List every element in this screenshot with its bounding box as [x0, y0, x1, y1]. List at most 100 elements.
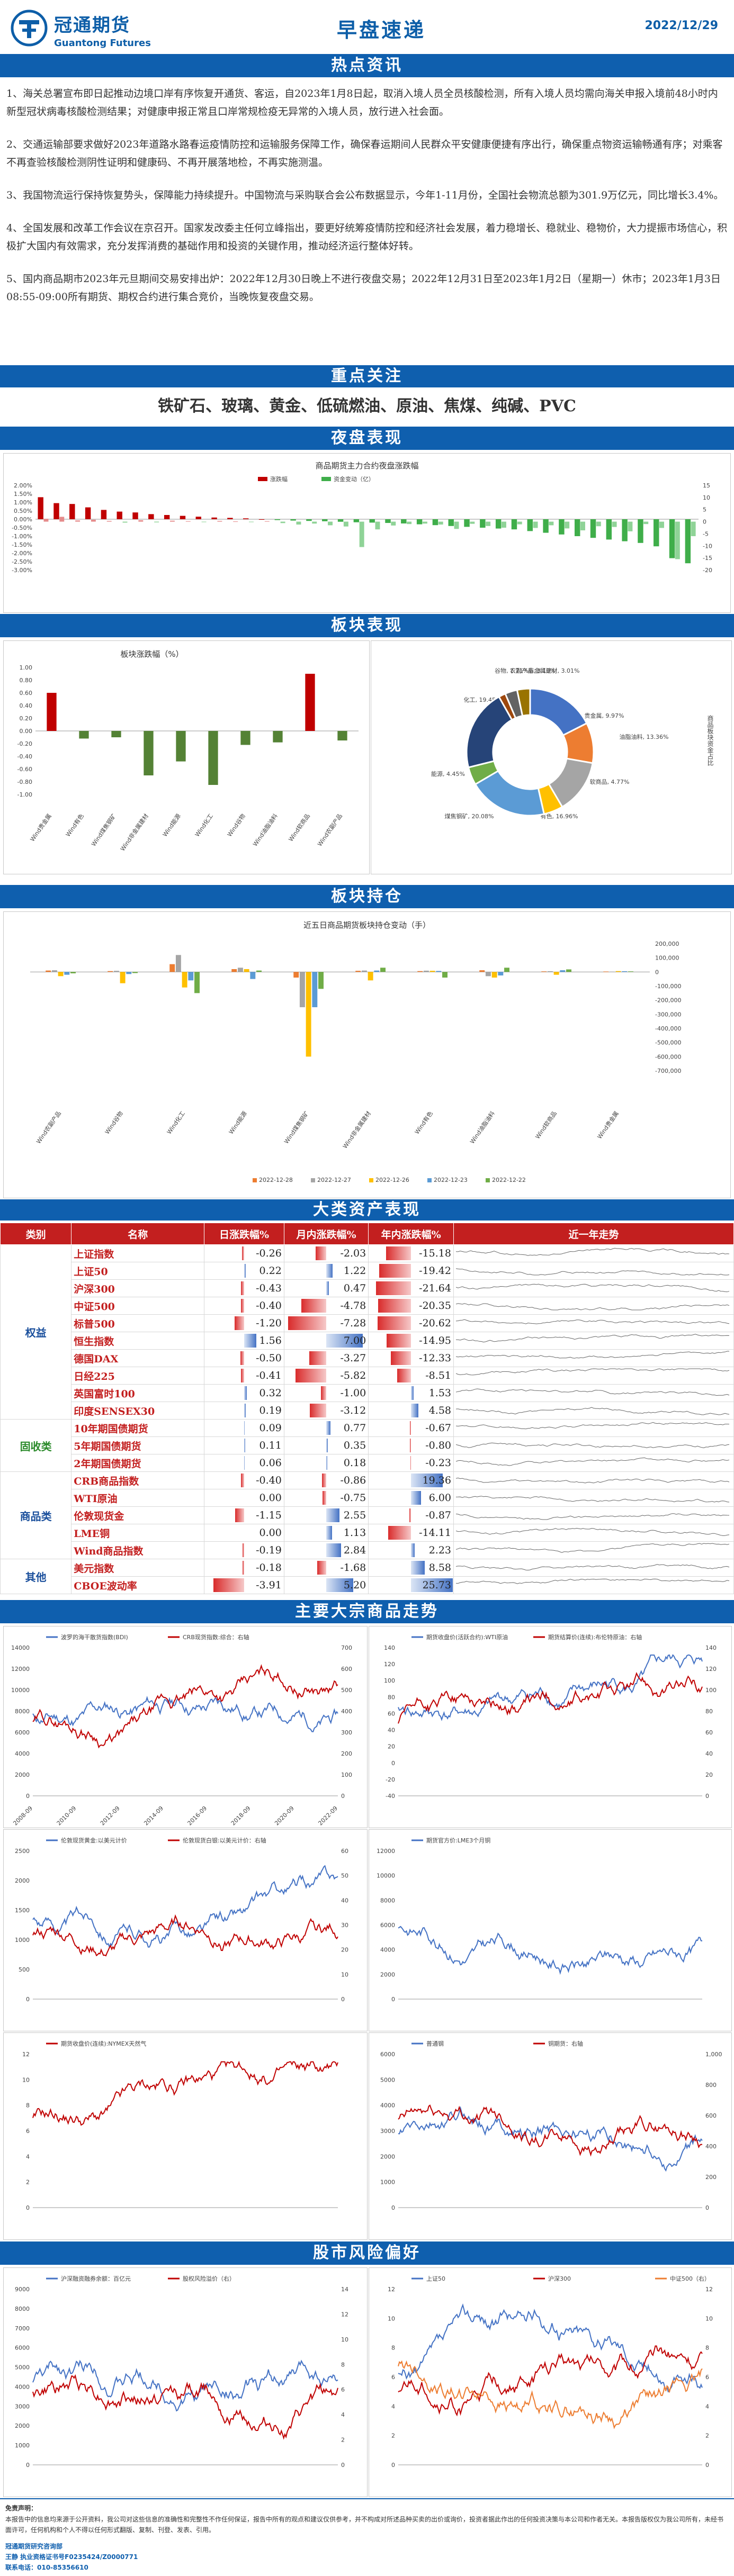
- asset-change-y: -20.62: [368, 1314, 454, 1332]
- change-bar: [241, 1474, 245, 1487]
- line-chart: 上证50 沪深300 中证500（右） 12 10 8 6 4 2 0 12 10 8 6 4 2 0: [388, 2275, 713, 2469]
- y2-tick-label: -5: [703, 530, 709, 537]
- sparkline: [455, 1319, 730, 1324]
- category-label: Wind非金属建材: [119, 812, 150, 853]
- asset-change-d: 0.09: [204, 1419, 284, 1437]
- y-tick-label: 1500: [15, 1907, 30, 1914]
- line-chart: 波罗的海干散货指数(BDI) CRB现货指数:综合：右轴 14000 12000 100…: [11, 1633, 352, 1827]
- asset-name: LME铜: [71, 1524, 205, 1542]
- sparkline: [455, 1477, 730, 1484]
- sparkline: [455, 1303, 730, 1310]
- series-line: [32, 1865, 338, 1949]
- series-line: [32, 2360, 338, 2412]
- y2-tick-label: 14: [341, 2286, 348, 2293]
- hold-bar: [504, 968, 509, 972]
- y2-tick-label: 700: [341, 1644, 352, 1651]
- sparkline: [455, 1368, 730, 1376]
- news-item: 4、全国发展和改革工作会议在京召开。国家发改委主任何立峰指出，要更好统筹疫情防控…: [6, 222, 728, 252]
- y-tick-label: 12: [388, 2286, 395, 2293]
- change-value: 0.11: [259, 1440, 282, 1451]
- sparkline-svg: [455, 1334, 730, 1343]
- change-bar: [326, 1334, 363, 1348]
- col-yearly: 年内涨跌幅%: [368, 1223, 454, 1245]
- change-value: -0.40: [256, 1300, 282, 1312]
- asset-row: 德国DAX -0.50 -3.27 -12.33: [1, 1349, 734, 1367]
- legend-swatch: [369, 1178, 373, 1182]
- change-value: 2.84: [343, 1544, 366, 1556]
- asset-row: 中证500 -0.40 -4.78 -20.35: [1, 1297, 734, 1315]
- trend-sparkline: [453, 1541, 734, 1559]
- y-tick-label: 2: [26, 2179, 30, 2186]
- category-label: Wind农副产品: [34, 1110, 62, 1145]
- x-tick-label: 2016-09: [186, 1805, 209, 1827]
- change-bar: [117, 511, 122, 519]
- change-bar: [411, 1561, 425, 1575]
- y-tick-label: 2: [391, 2433, 395, 2439]
- hold-bar: [175, 955, 181, 972]
- legend-label: 沪深融资融券余额：百亿元: [61, 2275, 131, 2282]
- change-value: 0.00: [259, 1492, 282, 1504]
- change-bar: [590, 519, 596, 538]
- change-value: -0.50: [256, 1352, 282, 1364]
- legend-label: 波罗的海干散货指数(BDI): [61, 1633, 128, 1641]
- asset-change-d: 0.32: [204, 1384, 284, 1402]
- change-bar: [409, 1508, 411, 1522]
- fund-bar: [454, 521, 459, 529]
- y2-tick-label: 20: [341, 1947, 348, 1954]
- y-tick-label: -200,000: [655, 997, 681, 1004]
- y-tick-label: 0.20: [20, 715, 33, 722]
- series-line: [398, 1672, 703, 1724]
- category-label: Wind化工: [165, 1110, 186, 1136]
- change-bar: [337, 519, 344, 522]
- y-tick-label: 0: [26, 2462, 30, 2469]
- sparkline-svg: [455, 1319, 730, 1324]
- fund-bar: [75, 520, 80, 522]
- slice-label: 非金属建材, 3.01%: [529, 667, 580, 674]
- asset-change-m: -1.68: [283, 1559, 369, 1577]
- y-tick-label: 14000: [11, 1644, 30, 1651]
- sector-bar: [144, 731, 154, 775]
- y-tick-label: 1.00%: [14, 499, 32, 506]
- hold-bar: [70, 972, 76, 973]
- asset-change-y: 19.36: [368, 1471, 454, 1489]
- hold-bar: [380, 968, 386, 972]
- y-tick-label: 100,000: [655, 955, 679, 962]
- change-bar: [101, 510, 107, 519]
- change-bar: [309, 1351, 327, 1365]
- change-bar: [379, 1264, 411, 1278]
- y2-tick-label: 30: [341, 1922, 348, 1929]
- sector-bar: [305, 674, 315, 731]
- trend-sparkline: [453, 1419, 734, 1437]
- asset-name: 中证500: [71, 1297, 205, 1315]
- hold-bar: [361, 970, 367, 972]
- commodity-panel-oil: 期货收盘价(活跃合约):WTI原油 期货结算价(连续):布伦特原油：右轴 140 12…: [369, 1626, 732, 1828]
- fund-bar: [517, 521, 522, 525]
- change-bar: [387, 1334, 411, 1348]
- change-bar: [322, 519, 328, 521]
- y2-tick-label: 0: [341, 1793, 345, 1800]
- change-bar: [288, 1316, 327, 1330]
- asset-row: 固收类 10年期国债期货 0.09 0.77 -0.67: [0, 1419, 734, 1472]
- y-tick-label: -700,000: [655, 1068, 681, 1074]
- sparkline: [455, 1351, 729, 1359]
- asset-change-m: 7.00: [283, 1332, 369, 1350]
- x-tick-label: 2010-09: [56, 1805, 78, 1827]
- asset-category: 权益: [0, 1244, 72, 1420]
- asset-change-y: 1.53: [368, 1384, 454, 1402]
- change-value: 0.35: [343, 1440, 366, 1451]
- y2-tick-label: 200: [705, 2174, 717, 2181]
- change-bar: [310, 1404, 327, 1417]
- y2-tick-label: 50: [341, 1873, 348, 1879]
- asset-change-d: -0.41: [204, 1367, 284, 1385]
- y-tick-label: -1.00: [17, 791, 32, 798]
- fund-bar: [533, 521, 538, 528]
- y-tick-label: -500,000: [655, 1040, 681, 1046]
- hold-bar: [368, 972, 373, 981]
- legend-swatch: [427, 1178, 432, 1182]
- asset-change-y: -0.80: [368, 1436, 454, 1454]
- change-bar: [164, 515, 170, 519]
- asset-name: 上证50: [71, 1262, 205, 1280]
- y2-tick-label: 100: [705, 1687, 717, 1694]
- col-category: 类别: [0, 1223, 72, 1245]
- legend-swatch: [311, 1178, 315, 1182]
